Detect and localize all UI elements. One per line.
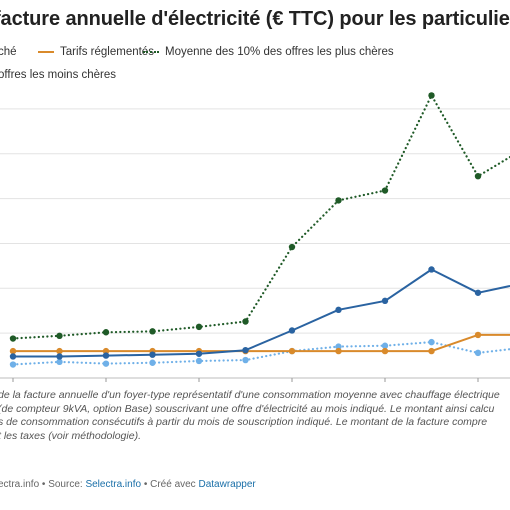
legend-label-cheap: offres les moins chères: [0, 69, 117, 81]
point-cheap-10: [474, 349, 482, 357]
legend-swatch-expensive: [143, 51, 159, 53]
point-market-5: [242, 346, 249, 354]
note-line-4: t les taxes (voir méthodologie).: [0, 429, 141, 442]
point-expensive-7: [335, 197, 342, 204]
point-expensive-3: [149, 328, 156, 335]
series-lines: [9, 92, 510, 368]
point-cheap-1: [56, 358, 63, 366]
point-cheap-4: [195, 357, 203, 365]
datawrapper-link[interactable]: Datawrapper: [198, 479, 256, 490]
point-expensive-10: [474, 172, 482, 180]
legend-row-2: offres les moins chères: [0, 69, 116, 81]
point-regulated-7: [335, 347, 342, 355]
point-cheap-7: [335, 343, 342, 350]
point-expensive-8: [381, 187, 389, 194]
point-market-10: [474, 289, 482, 296]
point-market-3: [149, 351, 156, 358]
point-cheap-9: [428, 338, 435, 346]
point-market-7: [335, 306, 342, 314]
point-regulated-2: [102, 347, 110, 355]
point-regulated-1: [56, 347, 63, 355]
legend-label-regulated: Tarifs réglementés: [60, 46, 154, 58]
note-line-1: de la facture annuelle d'un foyer-type r…: [0, 389, 500, 401]
point-expensive-4: [195, 323, 203, 331]
point-cheap-3: [149, 359, 156, 366]
x-axis-ticks: ril 2021juin 2021août 2021octobre 2021dé…: [12, 378, 479, 382]
legend-item-expensive: Moyenne des 10% des offres les plus chèr…: [143, 46, 394, 58]
grid-lines: [0, 108, 510, 379]
source-link[interactable]: Selectra.info: [85, 479, 142, 490]
footer-prefix: ectra.info: [0, 479, 40, 490]
chart-note: de la facture annuelle d'un foyer-type r…: [0, 389, 510, 443]
point-regulated-9: [428, 347, 435, 355]
point-expensive-2: [102, 329, 110, 336]
point-expensive-6: [288, 243, 296, 251]
point-cheap-2: [102, 360, 110, 367]
point-market-0: [9, 353, 17, 360]
legend-swatch-regulated: [38, 51, 54, 53]
point-regulated-8: [381, 347, 389, 355]
footer-source-label: Source:: [48, 479, 83, 490]
point-expensive-0: [9, 335, 17, 342]
chart-title: facture annuelle d'électricité (€ TTC) p…: [0, 8, 510, 30]
series-line-market: [12, 268, 510, 358]
point-market-8: [381, 297, 389, 305]
series-line-cheap: [11, 341, 510, 366]
point-regulated-0: [9, 347, 17, 355]
point-regulated-6: [288, 347, 296, 355]
legend-label-market: ché: [0, 46, 17, 58]
point-market-6: [288, 327, 296, 334]
point-expensive-9: [428, 92, 435, 99]
legend-item-regulated: Tarifs réglementés: [38, 46, 154, 58]
point-expensive-1: [56, 332, 63, 340]
point-market-4: [195, 350, 203, 357]
point-cheap-0: [9, 361, 17, 368]
note-line-2: (de compteur 9kVA, option Base) souscriv…: [0, 402, 495, 415]
line-chart: ril 2021juin 2021août 2021octobre 2021dé…: [0, 92, 510, 382]
point-market-2: [102, 352, 110, 359]
point-regulated-10: [474, 331, 482, 339]
legend-label-expensive: Moyenne des 10% des offres les plus chèr…: [165, 46, 394, 58]
footer-created-label: Créé avec: [150, 479, 196, 490]
point-cheap-8: [381, 342, 389, 349]
chart-footer: ectra.info • Source: Selectra.info • Cré…: [0, 479, 256, 490]
point-cheap-5: [242, 356, 249, 364]
series-line-regulated: [12, 333, 510, 353]
legend-row-1: ché Tarifs réglementés Moyenne des 10% d…: [0, 46, 510, 62]
point-expensive-5: [242, 318, 249, 325]
point-market-1: [56, 353, 63, 360]
note-line-3: s de consommation consécutifs à partir d…: [0, 416, 488, 428]
point-market-9: [428, 266, 435, 273]
series-line-expensive: [11, 94, 510, 340]
legend-item-market: ché: [0, 46, 17, 58]
